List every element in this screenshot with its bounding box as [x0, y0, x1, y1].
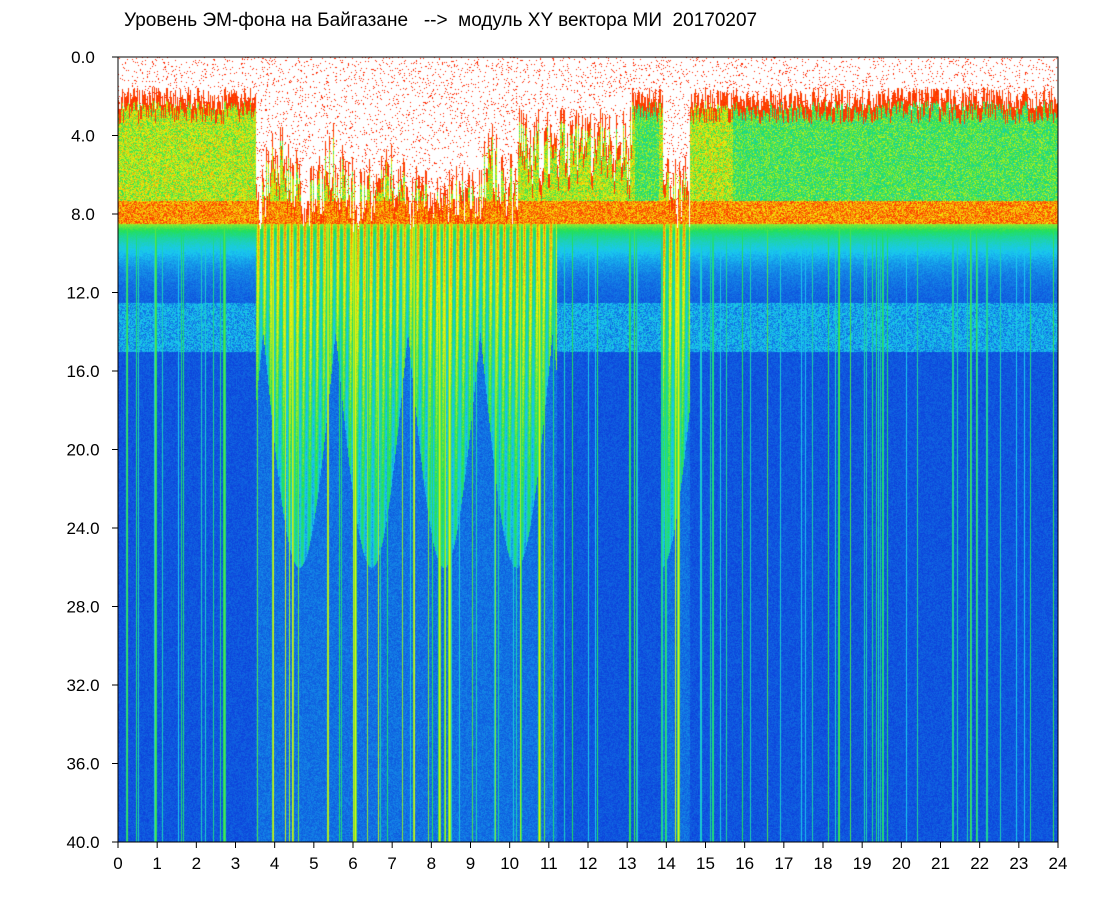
x-tick-label: 21: [931, 854, 950, 873]
x-tick-label: 23: [1009, 854, 1028, 873]
x-tick-label: 1: [152, 854, 161, 873]
y-tick-label: 24.0: [66, 519, 99, 538]
x-tick-label: 9: [466, 854, 475, 873]
x-tick-label: 20: [892, 854, 911, 873]
x-tick-label: 10: [500, 854, 519, 873]
y-tick-label: 28.0: [66, 598, 99, 617]
x-tick-label: 14: [657, 854, 676, 873]
x-tick-label: 24: [1049, 854, 1068, 873]
x-tick-label: 13: [618, 854, 637, 873]
x-tick-label: 19: [853, 854, 872, 873]
y-axis: 0.0 4.0 8.0 12.0 16.0 20.0 24.0 28.0 32.0 36.0 40.…: [66, 48, 118, 852]
y-tick-label: 12.0: [66, 284, 99, 303]
x-tick-label: 16: [735, 854, 754, 873]
heatmap-image: [118, 57, 1058, 842]
x-tick-label: 5: [309, 854, 318, 873]
x-axis: 0 1 2 3 4 5 6 7 8 9 10 11 12 13 14 15 16 17 18 19 20 21 22 23 24: [113, 842, 1067, 873]
x-tick-label: 22: [970, 854, 989, 873]
x-tick-label: 6: [348, 854, 357, 873]
chart-title: Уровень ЭМ-фона на Байгазане --> модуль …: [124, 10, 758, 31]
x-tick-label: 8: [427, 854, 436, 873]
y-tick-label: 0.0: [71, 48, 95, 67]
x-tick-label: 11: [540, 854, 558, 873]
x-tick-label: 2: [192, 854, 201, 873]
x-tick-label: 0: [113, 854, 122, 873]
y-tick-label: 8.0: [71, 205, 95, 224]
y-tick-label: 36.0: [66, 755, 99, 774]
x-tick-label: 7: [387, 854, 396, 873]
y-tick-label: 16.0: [66, 362, 99, 381]
x-tick-label: 3: [231, 854, 240, 873]
y-tick-label: 20.0: [66, 441, 99, 460]
y-tick-label: 4.0: [71, 127, 95, 146]
x-tick-label: 18: [814, 854, 833, 873]
x-tick-label: 12: [579, 854, 598, 873]
x-tick-label: 17: [774, 854, 793, 873]
y-tick-label: 40.0: [66, 833, 99, 852]
plot-area: [118, 57, 1058, 842]
x-tick-label: 4: [270, 854, 279, 873]
x-tick-label: 15: [696, 854, 715, 873]
y-tick-label: 32.0: [66, 676, 99, 695]
